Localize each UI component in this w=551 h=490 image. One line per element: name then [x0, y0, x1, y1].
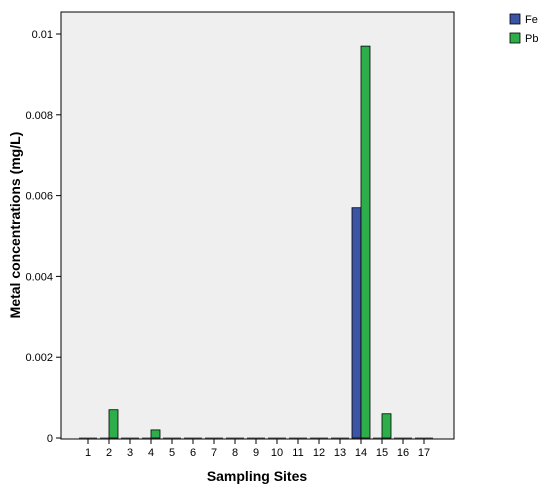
- x-tick-label: 1: [85, 447, 91, 459]
- x-tick-label: 11: [292, 447, 303, 459]
- y-axis-title: Metal concentrations (mg/L): [7, 132, 23, 319]
- y-tick-label: 0.006: [25, 191, 53, 203]
- y-tick-label: 0.008: [25, 110, 53, 122]
- x-tick-label: 15: [376, 447, 388, 459]
- x-tick-label: 2: [106, 447, 112, 459]
- plot-area: [60, 11, 455, 440]
- x-tick-label: 5: [169, 447, 175, 459]
- y-tick-label: 0.01: [32, 29, 53, 41]
- bars: [79, 45, 433, 439]
- bar-fe-site-14: [351, 207, 362, 439]
- x-tick-label: 16: [397, 447, 409, 459]
- x-axis: 1 2 3 4 5 6 7 8 9 10 11 12 13 14 15 16 17: [85, 439, 430, 459]
- bar-pb-site-14: [360, 45, 371, 439]
- legend-label-fe: Fe: [525, 14, 538, 26]
- x-tick-label: 4: [148, 447, 154, 459]
- y-axis: 0 0.002 0.004 0.006 0.008 0.01: [25, 29, 61, 445]
- y-tick-label: 0.002: [25, 352, 53, 364]
- x-tick-label: 17: [418, 447, 430, 459]
- x-tick-label: 10: [271, 447, 283, 459]
- legend-swatch-fe: [509, 13, 521, 25]
- x-tick-label: 8: [232, 447, 238, 459]
- bar-pb-site-2: [108, 409, 119, 439]
- x-tick-label: 6: [190, 447, 196, 459]
- bar-pb-site-4: [150, 429, 161, 439]
- x-tick-label: 9: [253, 447, 259, 459]
- x-tick-label: 7: [211, 447, 217, 459]
- legend-label-pb: Pb: [525, 33, 538, 45]
- x-tick-label: 12: [313, 447, 325, 459]
- x-tick-label: 13: [334, 447, 346, 459]
- x-tick-label: 3: [127, 447, 133, 459]
- bar-pb-site-15: [381, 413, 392, 439]
- x-tick-label: 14: [355, 447, 367, 459]
- y-tick-label: 0: [47, 433, 53, 445]
- legend: Fe Pb: [509, 13, 538, 45]
- legend-swatch-pb: [509, 32, 521, 44]
- x-axis-title: Sampling Sites: [207, 468, 308, 484]
- y-tick-label: 0.004: [25, 271, 53, 283]
